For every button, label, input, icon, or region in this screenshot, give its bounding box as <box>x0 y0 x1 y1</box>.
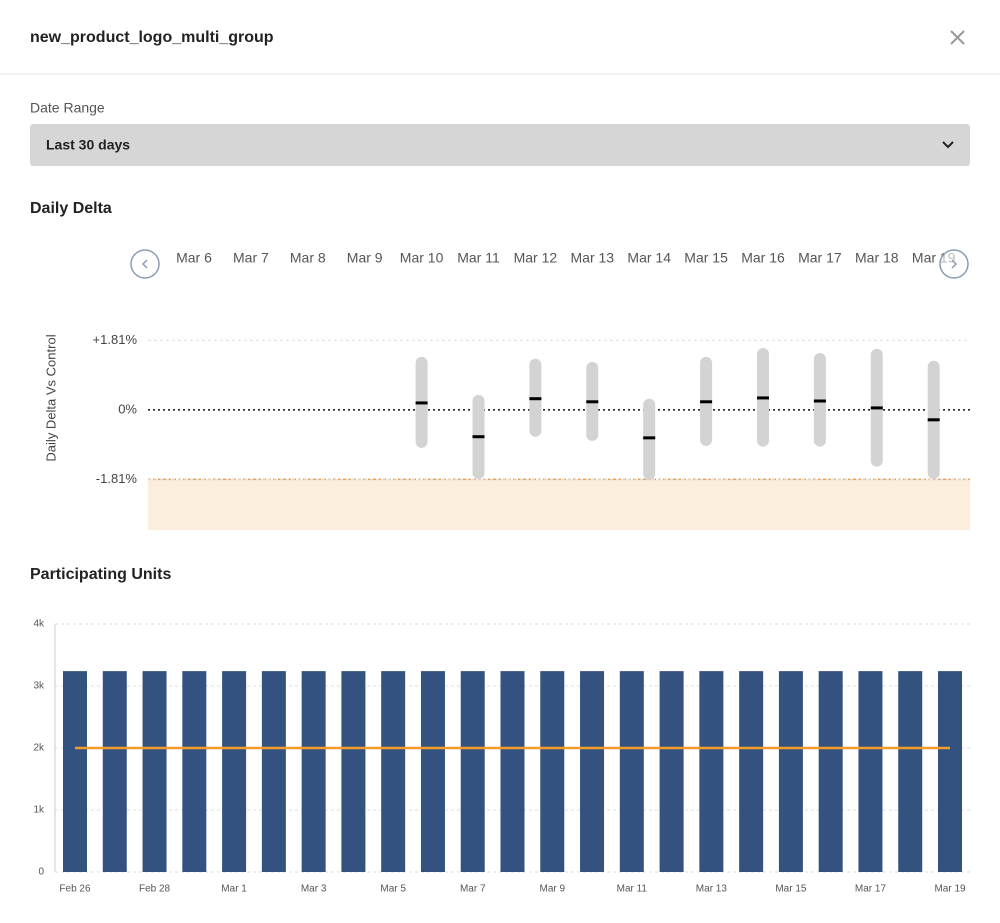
y-tick-label: 0 <box>38 867 44 878</box>
x-tick-label: Mar 19 <box>934 884 966 895</box>
bar <box>778 671 803 872</box>
bar <box>500 671 525 872</box>
date-label: Mar 9 <box>347 250 383 266</box>
x-tick-label: Mar 3 <box>301 884 327 895</box>
y-tick-label: 1k <box>33 805 45 816</box>
bar <box>222 671 247 872</box>
date-label: Mar 17 <box>798 250 842 266</box>
date-label: Mar 13 <box>571 250 615 266</box>
bar <box>460 671 485 872</box>
date-label: Mar 16 <box>741 250 785 266</box>
delta-mean <box>700 400 713 404</box>
bar <box>63 671 87 872</box>
date-range-label: Date Range <box>30 100 105 116</box>
y-tick-label: 2k <box>33 743 45 754</box>
bar <box>858 671 883 872</box>
delta-mean <box>472 435 485 439</box>
y-axis-label: Daily Delta Vs Control <box>43 334 58 461</box>
x-tick-label: Mar 13 <box>696 884 728 895</box>
delta-mean <box>927 418 940 422</box>
x-tick-label: Mar 9 <box>539 884 565 895</box>
delta-mean <box>529 397 542 401</box>
close-button[interactable] <box>950 30 965 45</box>
x-tick-label: Mar 7 <box>460 884 486 895</box>
bar <box>261 671 286 872</box>
x-tick-label: Mar 1 <box>221 884 247 895</box>
next-button-circle <box>939 249 969 279</box>
date-label: Mar 14 <box>627 250 671 266</box>
y-tick-label: 3k <box>33 681 45 692</box>
bar <box>182 671 207 872</box>
bar <box>818 671 843 872</box>
delta-mean <box>643 436 656 440</box>
bar <box>619 671 644 872</box>
dropdown-chevron <box>942 141 954 149</box>
bar <box>659 671 684 872</box>
prev-button[interactable] <box>130 249 160 279</box>
bar <box>142 671 167 872</box>
section-title: Participating Units <box>30 566 171 583</box>
delta-mean <box>757 396 769 400</box>
bar <box>540 671 565 872</box>
bar <box>699 671 724 872</box>
bar <box>580 671 605 872</box>
x-tick-label: Mar 5 <box>380 884 406 895</box>
bar <box>898 671 923 872</box>
x-tick-label: Mar 17 <box>855 884 887 895</box>
bar <box>341 671 366 872</box>
threshold-zone <box>148 479 970 530</box>
date-label: Mar 10 <box>400 250 444 266</box>
next-button-chevron <box>951 259 958 269</box>
date-range-select[interactable] <box>30 124 970 166</box>
date-label: Mar 7 <box>233 250 269 266</box>
x-tick-label: Mar 15 <box>775 884 807 895</box>
next-button[interactable] <box>939 249 969 279</box>
date-label: Mar 12 <box>514 250 558 266</box>
bar <box>938 671 962 872</box>
modal-title: new_product_logo_multi_group <box>30 29 274 46</box>
date-label: Mar 8 <box>290 250 326 266</box>
y-tick-label: 4k <box>33 619 45 630</box>
y-tick-label: 0% <box>118 401 137 416</box>
bar <box>739 671 764 872</box>
delta-mean <box>813 399 826 403</box>
date-label: Mar 15 <box>684 250 728 266</box>
y-tick-label: -1.81% <box>96 471 138 486</box>
bar <box>301 671 326 872</box>
date-range-value: Last 30 days <box>46 137 130 153</box>
date-label: Mar 18 <box>855 250 899 266</box>
bar <box>381 671 406 872</box>
delta-mean <box>586 400 599 404</box>
bar <box>102 671 127 872</box>
x-tick-label: Feb 26 <box>59 884 91 895</box>
delta-mean <box>415 401 428 405</box>
section-title: Daily Delta <box>30 200 112 217</box>
y-tick-label: +1.81% <box>93 332 138 347</box>
x-tick-label: Mar 11 <box>617 884 648 895</box>
delta-mean <box>870 406 883 410</box>
date-label: Mar 6 <box>176 250 212 266</box>
x-tick-label: Feb 28 <box>139 884 171 895</box>
bar <box>420 671 445 872</box>
date-label: Mar 11 <box>457 250 500 266</box>
